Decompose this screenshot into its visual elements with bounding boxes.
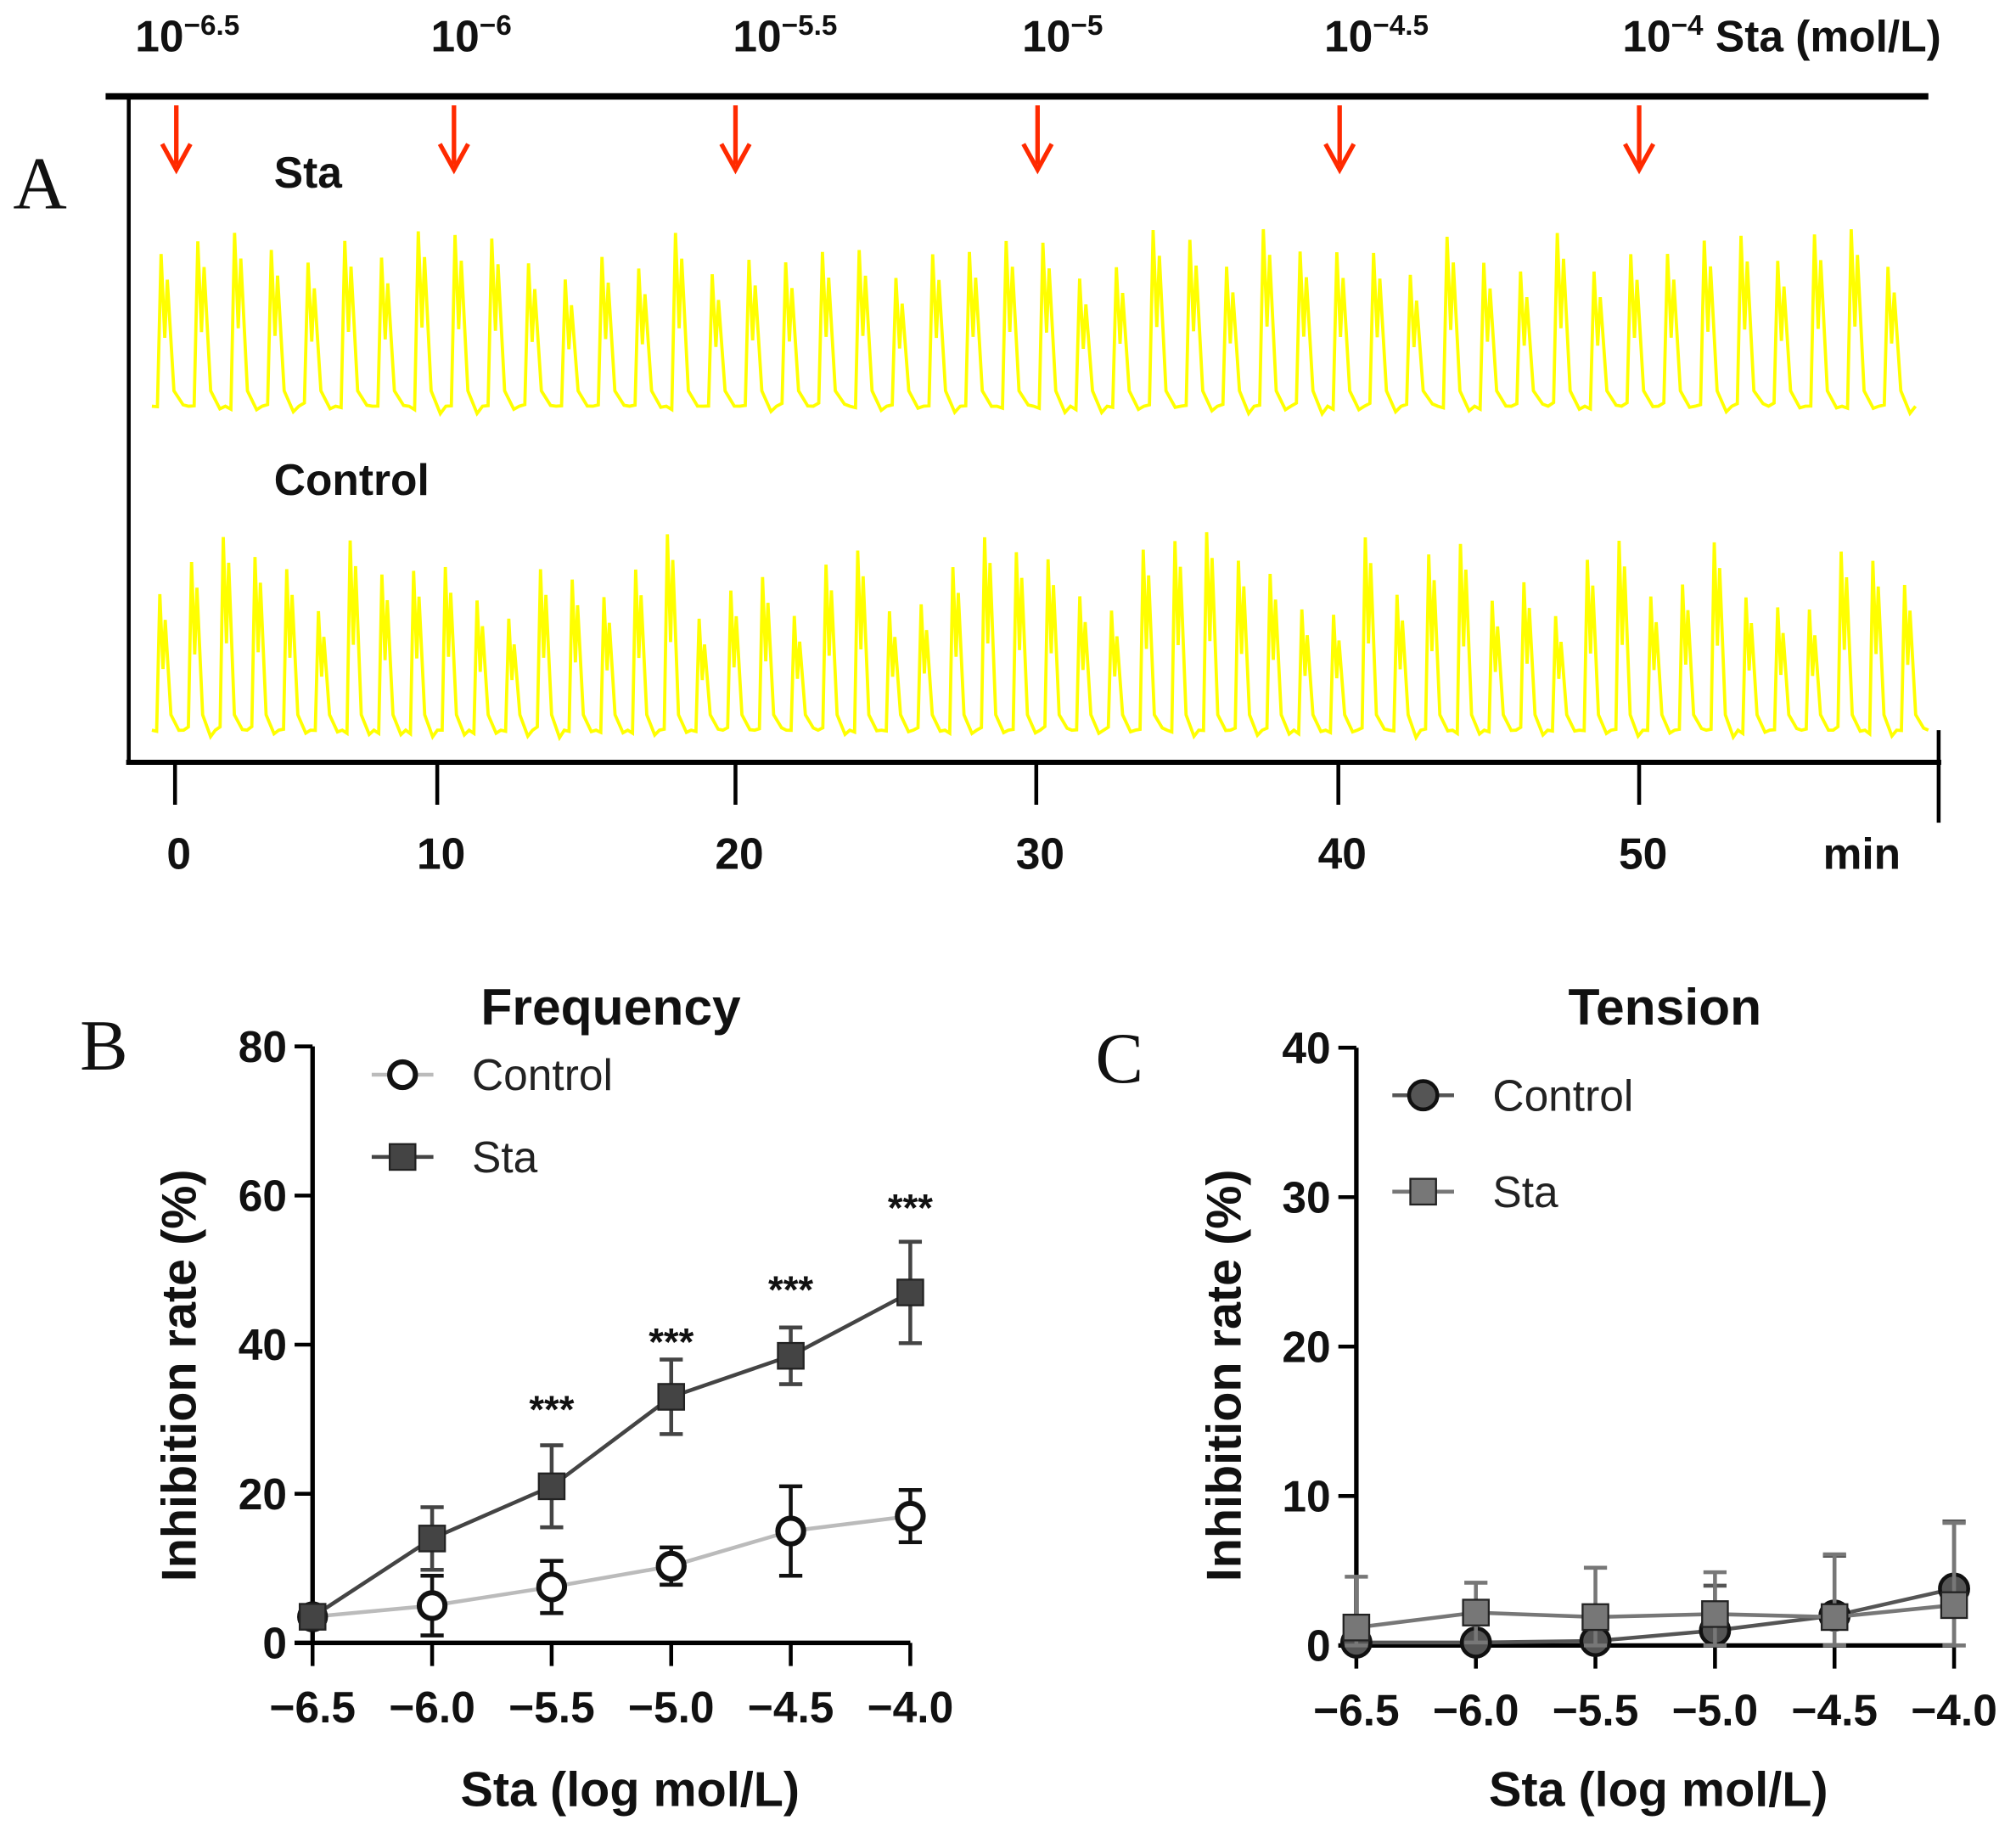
- data-point-square: [1462, 1598, 1491, 1626]
- legend-label: Sta: [1492, 1167, 1558, 1216]
- data-point-circle: [775, 1515, 806, 1547]
- x-tick-label: 0: [166, 829, 191, 879]
- x-tick-label: −6.0: [1433, 1685, 1519, 1734]
- x-tick-label: 30: [1016, 829, 1064, 879]
- x-tick-label: −4.5: [1791, 1685, 1878, 1734]
- panel-c-tension-chart: C Tension Sta (log mol/L) Inhibition rat…: [1095, 978, 1996, 1817]
- data-point-square: [657, 1383, 686, 1411]
- data-point-square: [1820, 1603, 1849, 1632]
- x-tick-label: −5.5: [508, 1683, 595, 1732]
- data-point-circle: [416, 1590, 448, 1621]
- concentration-label: 10−5: [1022, 10, 1103, 61]
- concentration-label: 10−4.5: [1324, 10, 1429, 61]
- x-tick-label: −4.0: [1911, 1685, 1997, 1734]
- data-point-square: [418, 1525, 446, 1553]
- x-tick-label: −6.5: [269, 1683, 356, 1732]
- x-tick-label: −5.0: [628, 1683, 715, 1732]
- control-contraction-trace: [151, 531, 1929, 742]
- y-tick-label: 30: [1282, 1172, 1330, 1222]
- series-line-control: [312, 1514, 911, 1619]
- arrow-head-icon: [437, 143, 470, 175]
- y-tick-label: 80: [239, 1022, 287, 1071]
- panel-label-c: C: [1095, 1019, 1143, 1098]
- legend-marker-square: [1409, 1177, 1437, 1206]
- concentration-label: 10−5.5: [733, 10, 837, 61]
- series-line-sta: [311, 1290, 912, 1619]
- x-tick-label: −4.0: [868, 1683, 954, 1732]
- data-point-circle: [536, 1571, 568, 1603]
- x-tick-label: 10: [417, 829, 465, 879]
- significance-annotation: ***: [888, 1187, 933, 1230]
- data-point-square: [777, 1341, 805, 1370]
- significance-annotation: ***: [768, 1268, 813, 1312]
- y-tick-label: 0: [262, 1619, 287, 1668]
- panel-label-a: A: [13, 142, 66, 224]
- x-axis-label: Sta (log mol/L): [461, 1763, 800, 1817]
- legend-marker-circle: [387, 1059, 418, 1091]
- legend-marker-circle: [1407, 1079, 1440, 1112]
- sta-contraction-trace: [151, 228, 1918, 418]
- y-tick-label: 20: [1282, 1322, 1330, 1371]
- x-tick-label: −6.0: [389, 1683, 475, 1732]
- significance-annotation: ***: [649, 1321, 694, 1364]
- x-axis-label: Sta (log mol/L): [1489, 1763, 1828, 1817]
- arrow-head-icon: [719, 143, 752, 175]
- x-axis-unit-label: min: [1823, 829, 1901, 879]
- panel-label-b: B: [80, 1006, 128, 1086]
- x-tick-label: −5.5: [1553, 1685, 1639, 1734]
- arrow-head-icon: [160, 143, 193, 175]
- legend-label: Control: [1492, 1070, 1633, 1120]
- arrow-head-icon: [1021, 143, 1054, 175]
- series-line-sta: [1356, 1603, 1955, 1630]
- data-point-square: [298, 1603, 327, 1631]
- y-tick-label: 0: [1306, 1621, 1331, 1671]
- y-tick-label: 60: [239, 1171, 287, 1221]
- data-point-square: [1940, 1591, 1968, 1620]
- concentration-label: 10−6: [431, 10, 512, 61]
- data-point-square: [1701, 1600, 1729, 1628]
- error-bar: [1942, 1520, 1966, 1648]
- y-tick-label: 40: [239, 1320, 287, 1369]
- x-tick-label: −5.0: [1672, 1685, 1759, 1734]
- data-point-square: [1581, 1603, 1609, 1632]
- x-tick-label: 50: [1619, 829, 1667, 879]
- legend-label: Control: [472, 1050, 613, 1099]
- data-point-circle: [895, 1500, 926, 1532]
- y-tick-label: 20: [239, 1469, 287, 1519]
- legend-label: Sta: [472, 1132, 538, 1182]
- y-axis-label: Inhibition rate (%): [1198, 1169, 1252, 1581]
- y-tick-label: 40: [1282, 1023, 1330, 1072]
- y-tick-label: 10: [1282, 1471, 1330, 1520]
- chart-title: Tension: [1568, 978, 1761, 1036]
- panel-b-frequency-chart: B Frequency Sta (log mol/L) Inhibition r…: [80, 978, 953, 1817]
- x-tick-label: −4.5: [748, 1683, 834, 1732]
- concentration-label: 10−4 Sta (mol/L): [1622, 10, 1940, 61]
- x-tick-label: 20: [715, 829, 763, 879]
- panel-a-trace-chart: A Sta Control min 10−6.5 10−6 10−5.5 10−5 10…: [13, 10, 1941, 879]
- legend-marker-square: [388, 1143, 417, 1171]
- x-tick-label: 40: [1318, 829, 1367, 879]
- trace-label-sta: Sta: [274, 148, 342, 197]
- data-point-square: [896, 1278, 924, 1306]
- arrow-head-icon: [1323, 143, 1356, 175]
- series-line-control: [1356, 1587, 1955, 1645]
- arrow-head-icon: [1623, 143, 1656, 175]
- y-axis-label: Inhibition rate (%): [152, 1169, 206, 1581]
- data-point-circle: [655, 1550, 687, 1582]
- significance-annotation: ***: [529, 1388, 574, 1431]
- trace-label-control: Control: [274, 455, 430, 504]
- chart-title: Frequency: [480, 978, 741, 1036]
- data-point-square: [1342, 1613, 1371, 1642]
- x-tick-label: −6.5: [1313, 1685, 1400, 1734]
- data-point-square: [537, 1472, 566, 1501]
- concentration-label: 10−6.5: [135, 10, 239, 61]
- error-bar: [1822, 1552, 1846, 1648]
